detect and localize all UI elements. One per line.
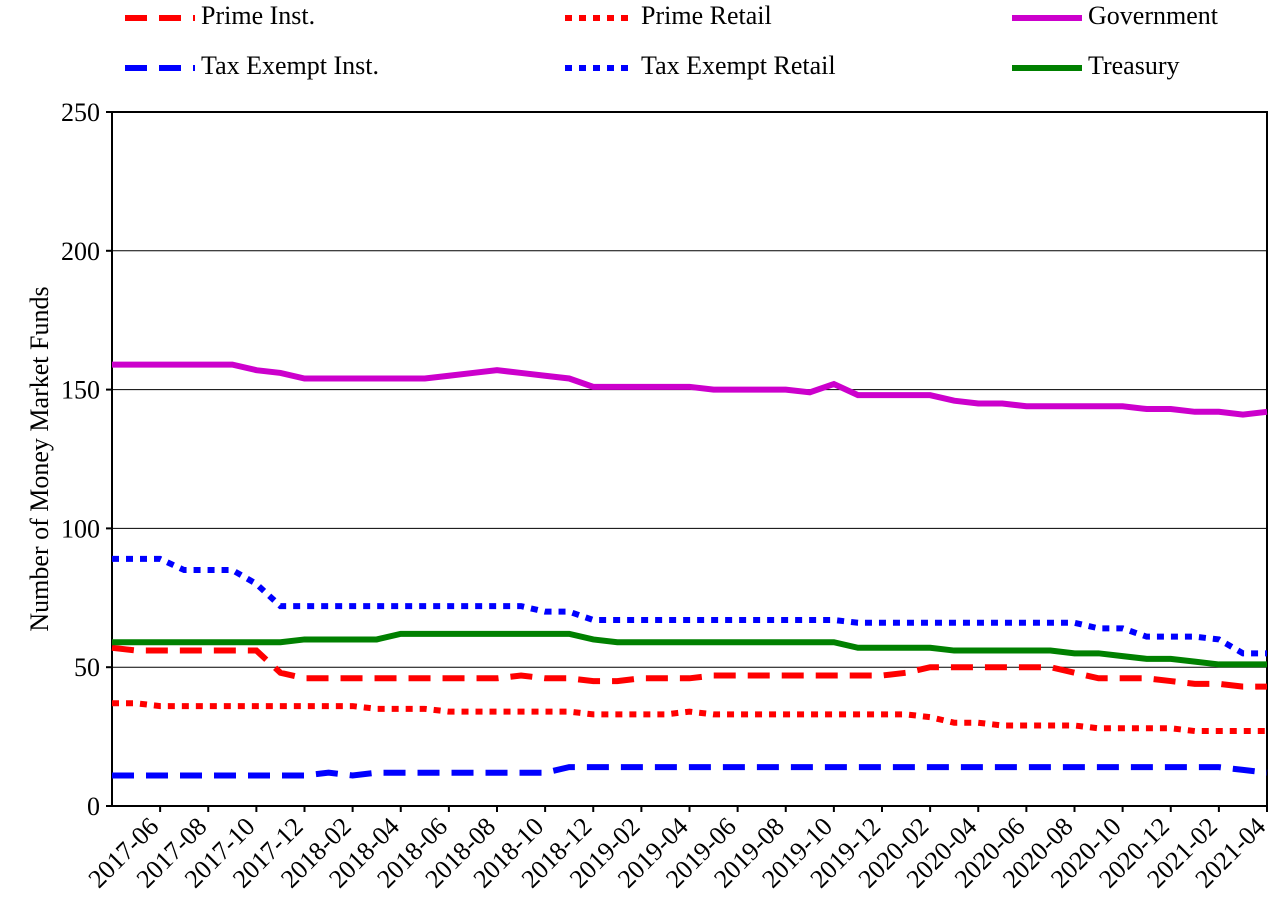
- legend-label: Prime Inst.: [201, 1, 315, 30]
- legend-label: Government: [1088, 1, 1219, 30]
- y-tick-label: 0: [87, 792, 100, 821]
- legend-label: Tax Exempt Retail: [641, 51, 836, 80]
- series-line: [112, 361, 1268, 418]
- series-line: [112, 700, 1267, 735]
- y-tick-label: 200: [61, 237, 100, 266]
- series-line: [111, 644, 1267, 690]
- legend-label: Tax Exempt Inst.: [201, 51, 379, 80]
- y-tick-label: 250: [61, 98, 100, 127]
- y-tick-label: 150: [61, 376, 100, 405]
- y-tick-label: 100: [61, 514, 100, 543]
- legend-label: Treasury: [1088, 51, 1179, 80]
- series-line: [112, 764, 1268, 779]
- y-tick-label: 50: [74, 653, 100, 682]
- plot-frame: [111, 111, 1268, 807]
- y-axis-title: Number of Money Market Funds: [25, 286, 54, 631]
- series-line: [112, 630, 1267, 668]
- legend-label: Prime Retail: [641, 1, 772, 30]
- series-line: [112, 555, 1267, 657]
